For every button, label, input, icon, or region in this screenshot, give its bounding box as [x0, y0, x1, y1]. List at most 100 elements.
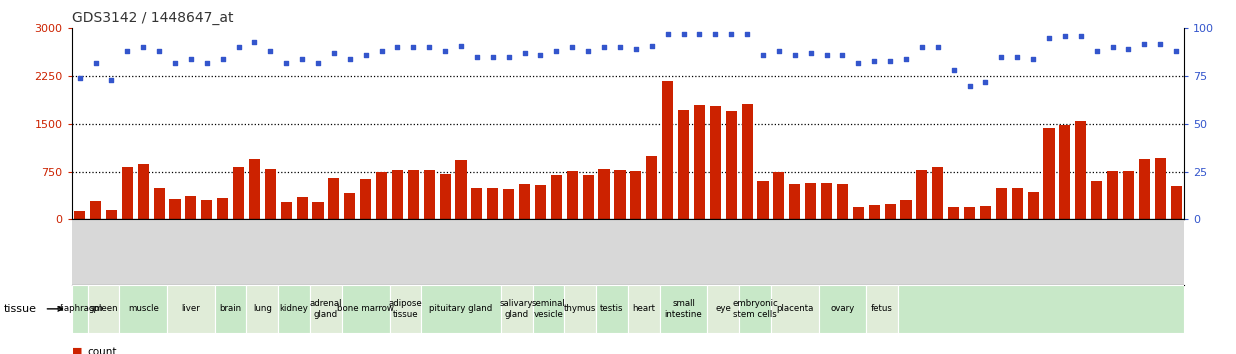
Point — [848, 60, 868, 65]
Bar — [660, 285, 707, 333]
Bar — [662, 81, 674, 219]
Bar — [598, 169, 609, 219]
Point — [101, 77, 121, 83]
Text: tissue: tissue — [4, 304, 37, 314]
Point — [213, 56, 232, 62]
Point — [261, 48, 281, 54]
Bar — [344, 193, 355, 219]
Bar — [169, 199, 180, 219]
Bar — [392, 170, 403, 219]
Bar — [215, 285, 246, 333]
Point — [785, 52, 805, 58]
Point — [1151, 41, 1170, 46]
Point — [85, 60, 105, 65]
Bar — [932, 167, 943, 219]
Text: small
intestine: small intestine — [665, 299, 702, 319]
Bar — [1170, 186, 1182, 219]
Text: fetus: fetus — [871, 304, 894, 313]
Point — [864, 58, 884, 64]
Point — [1135, 41, 1154, 46]
Point — [197, 60, 216, 65]
Bar — [1122, 171, 1135, 219]
Text: count: count — [88, 347, 117, 354]
Text: placenta: placenta — [776, 304, 813, 313]
Point — [944, 68, 964, 73]
Point — [611, 45, 630, 50]
Bar — [818, 285, 866, 333]
Bar — [533, 285, 565, 333]
Point — [166, 60, 185, 65]
Bar — [789, 184, 801, 219]
Point — [753, 52, 772, 58]
Point — [514, 50, 534, 56]
Point — [562, 45, 582, 50]
Point — [801, 50, 821, 56]
Point — [546, 48, 566, 54]
Point — [706, 31, 726, 37]
Point — [483, 54, 503, 60]
Bar — [424, 170, 435, 219]
Bar — [707, 285, 739, 333]
Bar — [1043, 129, 1054, 219]
Point — [1103, 45, 1122, 50]
Point — [356, 52, 376, 58]
Text: diaphragm: diaphragm — [57, 304, 103, 313]
Point — [896, 56, 916, 62]
Point — [403, 45, 423, 50]
Point — [451, 43, 471, 48]
Text: salivary
gland: salivary gland — [499, 299, 534, 319]
Point — [1007, 54, 1027, 60]
Point — [292, 56, 311, 62]
Point — [69, 75, 89, 81]
Bar — [1011, 188, 1022, 219]
Bar — [677, 110, 690, 219]
Text: adipose
tissue: adipose tissue — [388, 299, 423, 319]
Point — [737, 31, 756, 37]
Bar — [440, 173, 451, 219]
Point — [372, 48, 392, 54]
Point — [308, 60, 328, 65]
Bar — [471, 188, 482, 219]
Bar — [646, 156, 658, 219]
Point — [769, 48, 789, 54]
Bar — [726, 111, 737, 219]
Bar — [122, 167, 133, 219]
Bar — [628, 285, 660, 333]
Point — [133, 45, 153, 50]
Bar — [360, 179, 371, 219]
Bar — [805, 183, 816, 219]
Bar — [90, 201, 101, 219]
Bar — [218, 198, 229, 219]
Point — [833, 52, 853, 58]
Bar — [996, 188, 1007, 219]
Bar — [106, 210, 117, 219]
Bar — [885, 204, 896, 219]
Point — [658, 31, 677, 37]
Text: eye: eye — [716, 304, 732, 313]
Bar — [614, 170, 625, 219]
Point — [499, 54, 519, 60]
Bar — [869, 205, 880, 219]
Text: testis: testis — [601, 304, 624, 313]
Bar — [596, 285, 628, 333]
Point — [245, 39, 265, 45]
Point — [928, 45, 948, 50]
Bar — [185, 196, 197, 219]
Bar — [964, 207, 975, 219]
Point — [817, 52, 837, 58]
Text: muscle: muscle — [127, 304, 158, 313]
Bar — [900, 200, 912, 219]
Text: heart: heart — [633, 304, 655, 313]
Point — [324, 50, 344, 56]
Point — [690, 31, 709, 37]
Bar — [1059, 125, 1070, 219]
Bar — [853, 207, 864, 219]
Bar — [566, 171, 577, 219]
Bar — [408, 170, 419, 219]
Point — [419, 45, 439, 50]
Text: adrenal
gland: adrenal gland — [310, 299, 342, 319]
Bar — [503, 189, 514, 219]
Text: lung: lung — [253, 304, 272, 313]
Point — [530, 52, 550, 58]
Point — [117, 48, 137, 54]
